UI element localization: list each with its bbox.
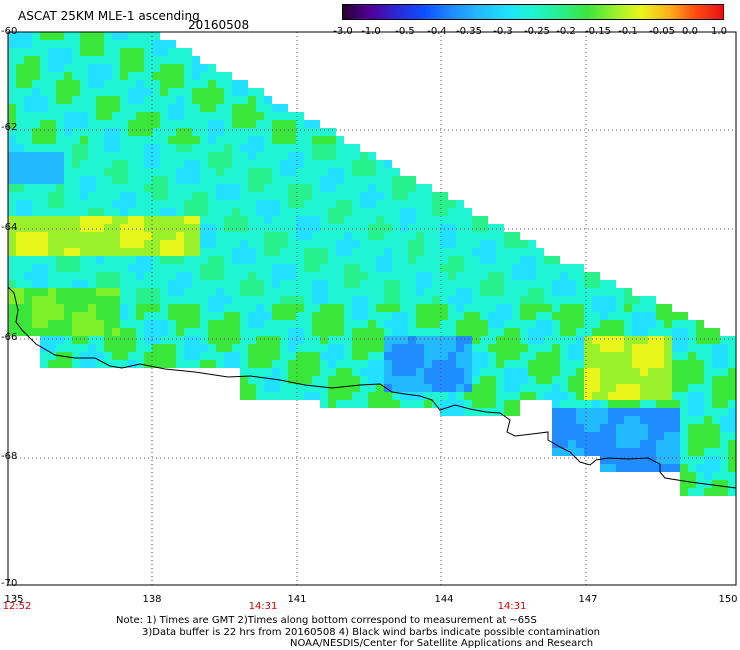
lat-label: -70 <box>1 578 18 589</box>
footer-note-line2: 3)Data buffer is 22 hrs from 20160508 4)… <box>142 627 600 638</box>
plot-frame <box>7 31 737 586</box>
ascat-data-swath <box>8 32 736 496</box>
lat-label: -64 <box>1 222 18 233</box>
lon-label: 144 <box>434 594 454 605</box>
map-date: 20160508 <box>188 18 250 32</box>
lon-label: 141 <box>287 594 307 605</box>
footer-note-line1: Note: 1) Times are GMT 2)Times along bot… <box>116 615 537 626</box>
lon-label: 138 <box>142 594 162 605</box>
lon-label: 147 <box>578 594 598 605</box>
footer-credit: NOAA/NESDIS/Center for Satellite Applica… <box>290 638 594 649</box>
map-title: ASCAT 25KM MLE-1 ascending <box>18 9 200 23</box>
lon-label: 150 <box>718 594 738 605</box>
lon-label: 135 <box>4 594 24 605</box>
lat-label: -66 <box>1 332 18 343</box>
lat-lon-gridlines <box>8 32 736 585</box>
time-label: 14:31 <box>248 601 278 612</box>
colorbar <box>342 4 724 20</box>
antarctic-coastline <box>7 286 737 489</box>
lat-label: -68 <box>1 451 18 462</box>
time-label: 14:31 <box>497 601 527 612</box>
lat-label: -60 <box>1 26 18 37</box>
lat-label: -62 <box>1 122 18 133</box>
time-label: 12:52 <box>2 601 32 612</box>
